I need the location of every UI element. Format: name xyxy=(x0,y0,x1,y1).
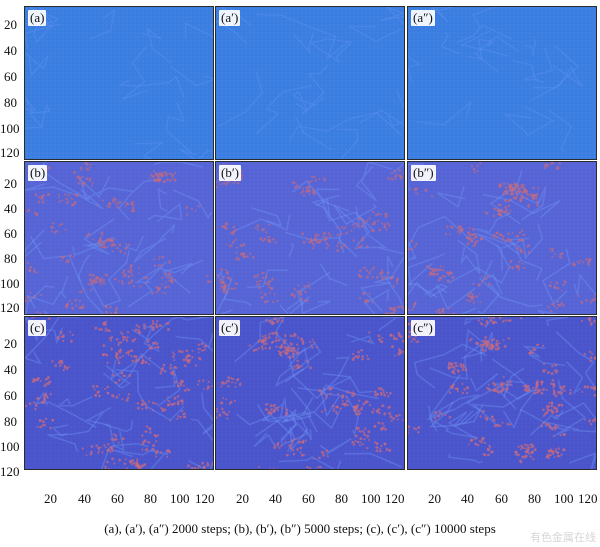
panel-c-prime: (c′) xyxy=(215,316,405,470)
x-tick-label: 60 xyxy=(302,491,315,506)
y-tick-label: 100 xyxy=(0,439,20,454)
y-tick-label: 60 xyxy=(4,226,17,241)
panel-label: (a) xyxy=(28,10,47,26)
x-tick-label: 80 xyxy=(528,491,541,506)
x-tick-label: 20 xyxy=(428,491,441,506)
y-tick-label: 40 xyxy=(4,201,17,216)
panel-label: (a′) xyxy=(219,10,241,26)
y-tick-label: 120 xyxy=(0,145,20,160)
x-tick-label: 100 xyxy=(361,491,381,506)
panel-a: (a) xyxy=(24,6,214,160)
y-tick-label: 80 xyxy=(4,414,17,429)
y-tick-label: 80 xyxy=(4,95,17,110)
microstructure-map xyxy=(216,162,404,314)
x-tick-label: 80 xyxy=(144,491,157,506)
microstructure-map xyxy=(216,317,404,469)
panel-label: (c) xyxy=(28,320,47,336)
microstructure-map xyxy=(25,7,213,159)
microstructure-map xyxy=(216,7,404,159)
x-tick-label: 20 xyxy=(44,491,57,506)
x-tick-label: 120 xyxy=(385,491,405,506)
panel-label: (b″) xyxy=(411,165,436,181)
panel-b-prime: (b′) xyxy=(215,161,405,315)
panel-label: (b′) xyxy=(219,165,242,181)
microstructure-map xyxy=(25,317,213,469)
x-tick-label: 80 xyxy=(335,491,348,506)
x-tick-label: 40 xyxy=(269,491,282,506)
y-tick-label: 60 xyxy=(4,388,17,403)
x-tick-label: 40 xyxy=(78,491,91,506)
x-tick-label: 100 xyxy=(554,491,574,506)
microstructure-map xyxy=(408,7,596,159)
y-tick-label: 20 xyxy=(4,336,17,351)
panel-b-double-prime: (b″) xyxy=(407,161,597,315)
panel-b: (b) xyxy=(24,161,214,315)
microstructure-map xyxy=(408,162,596,314)
y-tick-label: 100 xyxy=(0,276,20,291)
y-tick-label: 80 xyxy=(4,251,17,266)
x-tick-label: 60 xyxy=(111,491,124,506)
y-tick-label: 60 xyxy=(4,69,17,84)
panel-label: (b) xyxy=(28,165,48,181)
panel-c-double-prime: (c″) xyxy=(407,316,597,470)
panel-label: (c′) xyxy=(219,320,241,336)
x-tick-label: 60 xyxy=(495,491,508,506)
panel-a-double-prime: (a″) xyxy=(407,6,597,160)
x-tick-label: 120 xyxy=(578,491,598,506)
y-tick-label: 20 xyxy=(4,176,17,191)
x-tick-label: 20 xyxy=(236,491,249,506)
panel-label: (a″) xyxy=(411,10,435,26)
panel-label: (c″) xyxy=(411,320,435,336)
y-tick-label: 120 xyxy=(0,464,20,479)
y-tick-label: 40 xyxy=(4,362,17,377)
y-tick-label: 120 xyxy=(0,300,20,315)
watermark: 有色金属在线 xyxy=(530,531,596,544)
panel-a-prime: (a′) xyxy=(215,6,405,160)
microstructure-map xyxy=(25,162,213,314)
microstructure-map xyxy=(408,317,596,469)
y-tick-label: 20 xyxy=(4,17,17,32)
y-tick-label: 40 xyxy=(4,43,17,58)
x-tick-label: 120 xyxy=(195,491,215,506)
figure-caption: (a), (a′), (a″) 2000 steps; (b), (b′), (… xyxy=(104,521,496,536)
y-tick-label: 100 xyxy=(0,121,20,136)
x-tick-label: 40 xyxy=(461,491,474,506)
x-tick-label: 100 xyxy=(170,491,190,506)
panel-c: (c) xyxy=(24,316,214,470)
